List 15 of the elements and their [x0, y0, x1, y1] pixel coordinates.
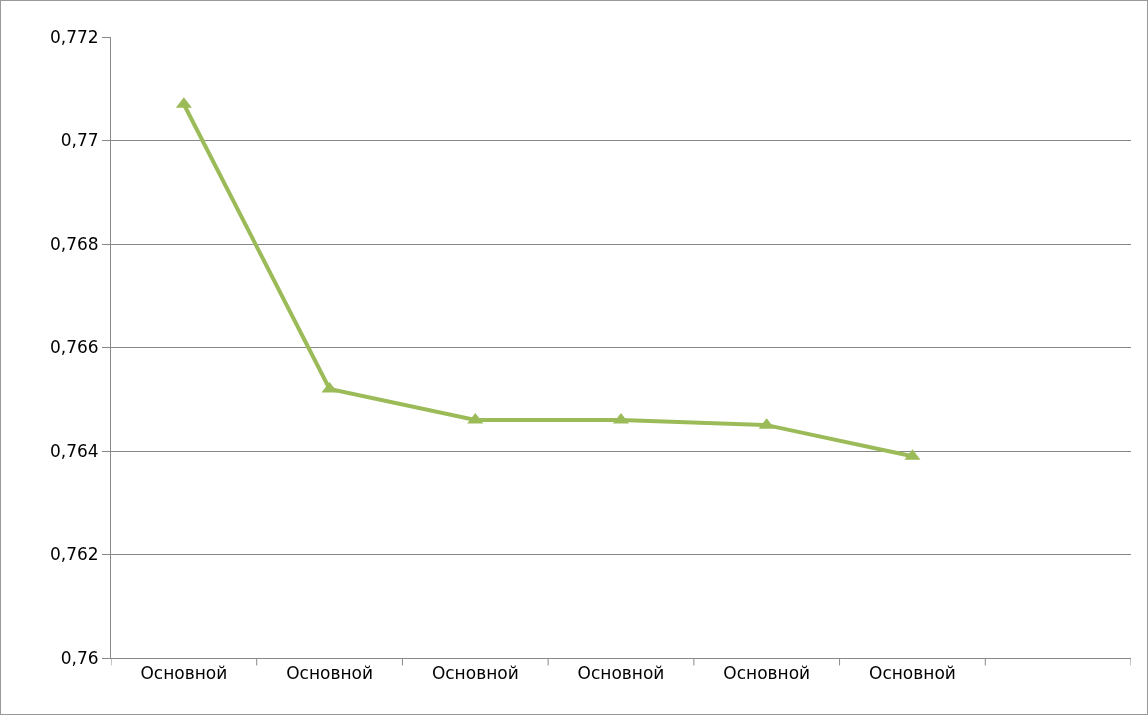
- y-tick-label: 0,76: [60, 647, 99, 668]
- y-tick-label: 0,764: [49, 440, 99, 461]
- y-tick-label: 0,772: [49, 26, 99, 47]
- x-tick-label: Основной: [286, 663, 373, 684]
- x-tick-label: Основной: [577, 663, 665, 684]
- y-tick-label: 0,762: [49, 544, 99, 565]
- x-tick-label: Основной: [431, 663, 519, 684]
- y-tick-label: 0,768: [49, 233, 99, 254]
- y-tick-label: 0,766: [49, 337, 99, 358]
- point: [467, 412, 484, 424]
- x-tick-label: Основной: [723, 663, 811, 684]
- x-tick-label: Основной: [140, 663, 228, 684]
- y-tick-label: 0,77: [60, 130, 99, 151]
- x-tick-label: Основной: [869, 663, 956, 684]
- point: [321, 381, 338, 393]
